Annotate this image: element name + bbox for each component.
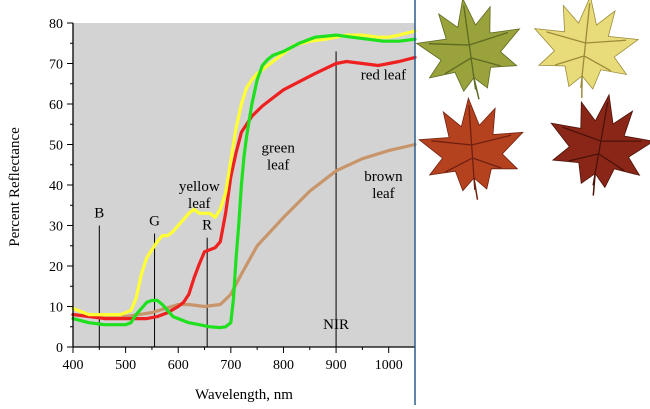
leaf-stem xyxy=(581,75,583,98)
annotation-yellow: yellow leaf xyxy=(179,179,220,212)
x-tick-label: 700 xyxy=(220,358,241,373)
annotation-green-line: leaf xyxy=(267,158,289,174)
x-tick-label: 800 xyxy=(273,358,294,373)
y-tick-label: 60 xyxy=(49,98,63,113)
x-tick-label: 400 xyxy=(63,358,84,373)
leaf-veins xyxy=(428,5,509,90)
x-axis-title: Wavelength, nm xyxy=(195,387,293,403)
annotation-brown: brown leaf xyxy=(364,169,403,202)
leaf-photo-green xyxy=(415,0,521,100)
annotation-brown-line: leaf xyxy=(372,186,394,202)
y-tick-label: 30 xyxy=(49,220,63,235)
leaf-shape xyxy=(550,93,650,189)
y-tick-label: 20 xyxy=(49,260,63,275)
band-label-b: B xyxy=(94,206,104,222)
leaf-photo-brown xyxy=(550,93,650,196)
series-line-yellow-leaf xyxy=(71,29,417,317)
leaf-stem xyxy=(473,177,479,200)
y-tick-label: 50 xyxy=(49,139,63,154)
y-axis-title: Percent Reflectance xyxy=(7,127,23,247)
leaf-stem xyxy=(592,173,596,196)
y-tick-label: 40 xyxy=(49,179,63,194)
annotation-nir-line: NIR xyxy=(323,317,349,333)
x-tick-label: 600 xyxy=(168,358,189,373)
leaf-photo-yellow xyxy=(533,0,640,98)
annotation-yellow-line: yellow xyxy=(179,179,220,195)
leaf-photos xyxy=(415,0,650,200)
leaf-veins xyxy=(431,105,512,190)
y-tick-label: 70 xyxy=(49,58,63,73)
leaf-stem xyxy=(473,77,480,100)
annotation-brown-line: brown xyxy=(364,169,403,185)
series-line-green-leaf xyxy=(71,33,417,330)
band-label-g: G xyxy=(149,214,160,230)
y-tick-label: 80 xyxy=(49,17,63,32)
leaf-photo-red xyxy=(418,96,524,200)
band-label-r: R xyxy=(202,218,212,234)
x-tick-label: 900 xyxy=(326,358,347,373)
leaf-veins xyxy=(546,3,627,88)
x-tick-label: 1000 xyxy=(375,358,403,373)
series-line-brown-leaf xyxy=(71,142,417,319)
annotation-green: green leaf xyxy=(262,141,296,174)
y-tick-label: 10 xyxy=(49,301,63,316)
annotation-yellow-line: leaf xyxy=(188,196,210,212)
plot-area xyxy=(73,23,415,347)
annotation-green-line: green xyxy=(262,141,296,157)
x-tick-label: 500 xyxy=(115,358,136,373)
annotation-red: red leaf xyxy=(361,68,406,84)
leaf-veins xyxy=(562,101,642,186)
series-line-red-leaf xyxy=(71,55,417,321)
annotation-red-line: red leaf xyxy=(361,68,406,84)
annotation-nir: NIR xyxy=(323,317,349,333)
y-tick-label: 0 xyxy=(56,341,63,356)
